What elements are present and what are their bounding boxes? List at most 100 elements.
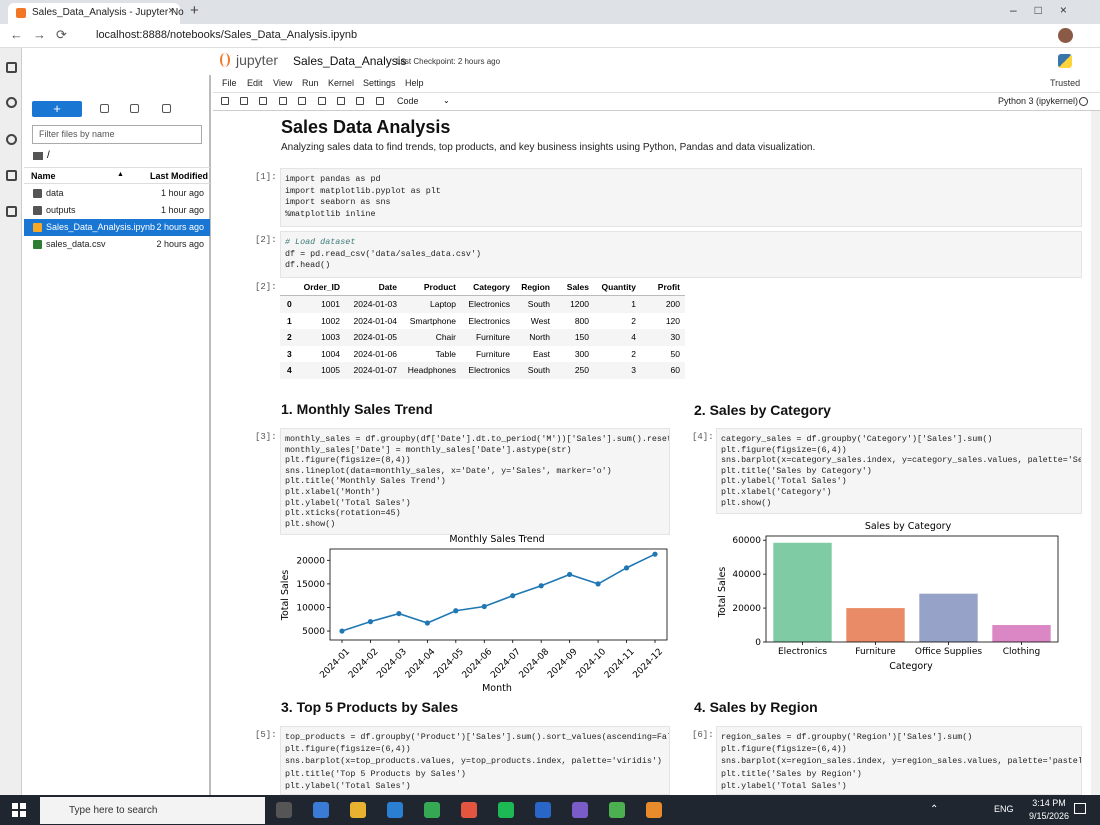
- table-cell: 1005: [321, 365, 340, 376]
- table-cell: 30: [670, 332, 680, 343]
- toolbar-button[interactable]: [376, 97, 384, 105]
- toolbar-button[interactable]: [221, 97, 229, 105]
- code-cell[interactable]: monthly_sales = df.groupby(df['Date'].dt…: [280, 428, 670, 536]
- table-cell: 200: [665, 299, 680, 309]
- start-button[interactable]: [12, 803, 26, 817]
- taskbar-app[interactable]: [535, 802, 551, 818]
- taskbar-app[interactable]: [387, 802, 403, 818]
- code-cell[interactable]: region_sales = df.groupby('Region')['Sal…: [716, 726, 1082, 795]
- x-axis-label: Month: [482, 683, 512, 694]
- path: /: [47, 150, 50, 161]
- table-header: Region: [521, 282, 550, 292]
- data-point: [510, 593, 516, 599]
- toolbar-button[interactable]: [337, 97, 345, 105]
- code-cell[interactable]: top_products = df.groupby('Product')['Sa…: [280, 726, 670, 795]
- toolbar-button[interactable]: [279, 97, 287, 105]
- notebook-name[interactable]: Sales_Data_Analysis: [293, 54, 407, 68]
- data-point: [595, 581, 601, 587]
- taskbar-app[interactable]: [609, 802, 625, 818]
- code-line: plt.title('Sales by Region'): [721, 768, 862, 779]
- new-button[interactable]: +: [32, 101, 82, 117]
- toolbar-button[interactable]: [240, 97, 248, 105]
- code-cell[interactable]: category_sales = df.groupby('Category')[…: [716, 428, 1082, 515]
- data-point: [567, 571, 573, 578]
- cell-type[interactable]: Code: [397, 96, 419, 106]
- taskbar-app[interactable]: [350, 802, 366, 818]
- taskbar-app[interactable]: [498, 802, 514, 818]
- jupyter-logo: jupyter: [236, 52, 279, 68]
- profile[interactable]: [1058, 28, 1073, 43]
- table-header: Date: [378, 282, 397, 292]
- table-cell: Electronics: [468, 299, 510, 309]
- activity-icon[interactable]: [6, 134, 17, 145]
- code-line: import seaborn as sns: [285, 197, 391, 208]
- notification-button[interactable]: [1074, 803, 1086, 814]
- table-cell: 300: [574, 348, 589, 359]
- plot-frame: [765, 535, 1059, 643]
- notebook-title: Sales Data Analysis: [281, 117, 451, 137]
- code-cell[interactable]: # Load dataset df = pd.read_csv('data/sal…: [280, 231, 1082, 279]
- tab-bar: [0, 0, 1100, 24]
- table-stripe: [280, 329, 685, 346]
- bar: [846, 608, 905, 642]
- table-cell: 2: [631, 348, 636, 359]
- jupyter-logo-mark: [220, 53, 230, 67]
- menu-item[interactable]: Help: [405, 78, 424, 88]
- data-point: [652, 551, 658, 557]
- x-tick-label: 2024-03: [375, 647, 409, 681]
- filter-box[interactable]: Filter files by name: [32, 125, 202, 144]
- table-cell: 2: [631, 315, 636, 326]
- toolbar-button[interactable]: [356, 97, 364, 105]
- y-tick-label: 15000: [296, 580, 325, 590]
- toolbar-button[interactable]: [259, 97, 267, 105]
- taskbar-app[interactable]: [313, 802, 329, 818]
- taskbar-app[interactable]: [461, 802, 477, 818]
- menu-item[interactable]: File: [222, 78, 237, 88]
- panel-tool[interactable]: [162, 104, 171, 113]
- taskbar-app[interactable]: [276, 802, 292, 818]
- activity-icon[interactable]: [6, 206, 17, 217]
- data-point: [339, 628, 345, 634]
- cell-prompt: [1]:: [255, 172, 277, 182]
- code-line: plt.ylabel('Total Sales'): [285, 780, 411, 791]
- menu-item[interactable]: Kernel: [328, 78, 355, 88]
- y-tick-label: 40000: [732, 570, 761, 580]
- table-cell: 2024-01-06: [353, 348, 397, 359]
- tab[interactable]: Sales_Data_Analysis - Jupyter No ×: [8, 3, 184, 24]
- menu-item[interactable]: Run: [302, 78, 319, 88]
- new-tab[interactable]: +: [190, 2, 199, 19]
- data-point: [538, 583, 544, 589]
- kernel-name[interactable]: Python 3 (ipykernel): [998, 96, 1079, 106]
- table-cell: 120: [665, 315, 680, 326]
- menu-item[interactable]: Settings: [363, 78, 396, 88]
- panel-tool[interactable]: [130, 104, 139, 113]
- file-header: [24, 167, 210, 184]
- file-modified: 1 hour ago: [160, 205, 204, 215]
- tab-close[interactable]: ×: [168, 5, 175, 17]
- taskbar-app[interactable]: [424, 802, 440, 818]
- activity-bar: [0, 48, 22, 795]
- activity-icon[interactable]: [6, 170, 17, 181]
- activity-icon[interactable]: [6, 62, 17, 73]
- toolbar-button[interactable]: [298, 97, 306, 105]
- search-box[interactable]: Type here to search: [40, 797, 265, 824]
- code-cell[interactable]: import pandas as pd import matplotlib.pyp…: [280, 168, 1082, 227]
- trusted[interactable]: Trusted: [1050, 78, 1081, 88]
- x-tick-label: Office Supplies: [915, 647, 983, 657]
- activity-icon[interactable]: [6, 97, 17, 108]
- menu-item[interactable]: View: [273, 78, 293, 88]
- url[interactable]: localhost:8888/notebooks/Sales_Data_Anal…: [96, 29, 358, 41]
- taskbar-app[interactable]: [646, 802, 662, 818]
- menu-item[interactable]: Edit: [247, 78, 263, 88]
- table-cell: 2024-01-05: [353, 332, 397, 343]
- code-line: sns.barplot(x=region_sales.index, y=regi…: [721, 756, 1082, 767]
- file-row[interactable]: outputs 1 hour ago: [24, 202, 210, 219]
- file-row[interactable]: sales_data.csv 2 hours ago: [24, 236, 210, 253]
- panel-tool[interactable]: [100, 104, 109, 113]
- taskbar-app[interactable]: [572, 802, 588, 818]
- toolbar-button[interactable]: [318, 97, 326, 105]
- nav-buttons[interactable]: ←→⟳: [10, 27, 77, 42]
- file-row[interactable]: data 1 hour ago: [24, 185, 210, 202]
- file-row[interactable]: Sales_Data_Analysis.ipynb 2 hours ago: [24, 219, 210, 236]
